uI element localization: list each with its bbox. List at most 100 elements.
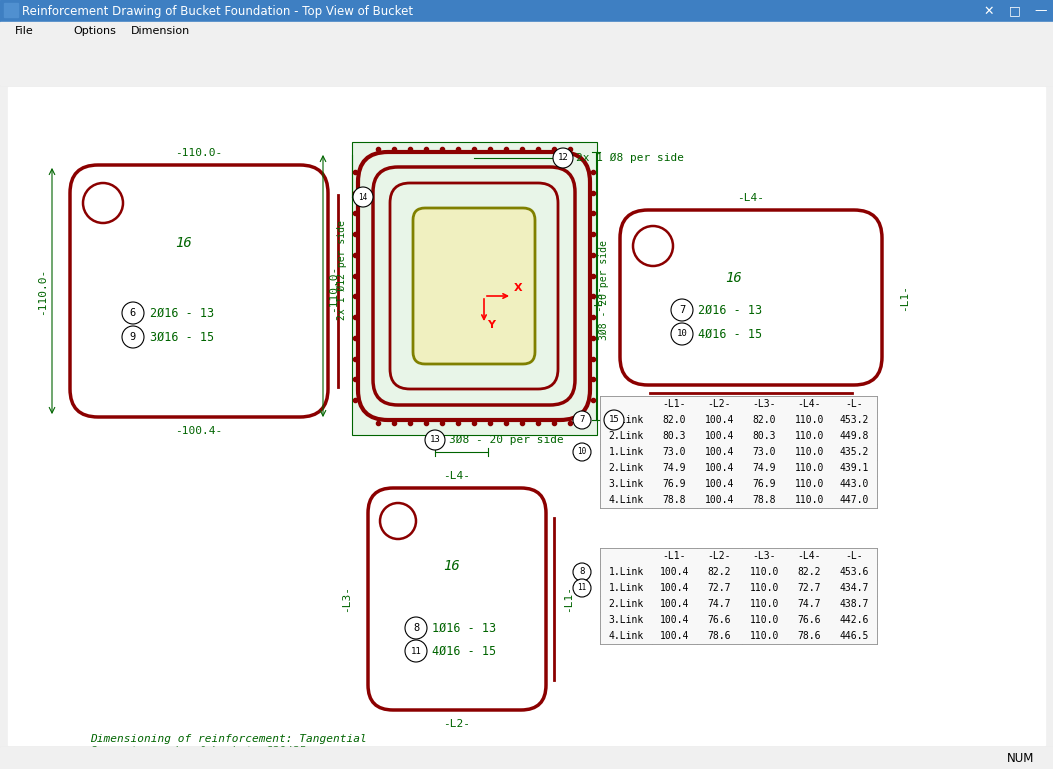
Text: 82.2: 82.2 [798, 567, 821, 577]
Text: 100.4: 100.4 [704, 431, 734, 441]
Text: 9: 9 [130, 332, 136, 342]
Text: 72.7: 72.7 [798, 583, 821, 593]
Text: ✕: ✕ [984, 5, 994, 18]
Text: 15: 15 [609, 415, 619, 424]
Text: X: X [514, 283, 522, 293]
Circle shape [425, 430, 445, 450]
Text: 110.0: 110.0 [795, 415, 824, 425]
Text: 110.0: 110.0 [750, 583, 779, 593]
Text: 11: 11 [577, 584, 587, 592]
Text: 100.4: 100.4 [660, 599, 689, 609]
Text: 2.Link: 2.Link [609, 599, 643, 609]
Text: 4Ø16 - 15: 4Ø16 - 15 [432, 644, 496, 657]
Text: 443.0: 443.0 [840, 479, 869, 489]
Bar [0, 22, 1053, 40]
Text: 4Ø16 - 15: 4Ø16 - 15 [698, 328, 762, 341]
Bar [0, 40, 1053, 85]
Bar [4, 3, 18, 17]
Text: Dimensioning of reinforcement: Tangential
Concrete grade of bucket: C20/25: Dimensioning of reinforcement: Tangentia… [90, 734, 366, 756]
Text: 110.0: 110.0 [750, 599, 779, 609]
Circle shape [405, 640, 428, 662]
Bar [600, 548, 877, 644]
Text: 78.6: 78.6 [708, 631, 731, 641]
Text: 3Ø8 - 20 per side: 3Ø8 - 20 per side [449, 435, 563, 445]
Circle shape [604, 410, 624, 430]
Text: 16: 16 [175, 236, 192, 250]
Text: 110.0: 110.0 [795, 431, 824, 441]
Text: 100.4: 100.4 [660, 583, 689, 593]
FancyBboxPatch shape [413, 208, 535, 364]
Text: 100.4: 100.4 [660, 631, 689, 641]
Text: 110.0: 110.0 [795, 495, 824, 505]
Text: 110.0: 110.0 [750, 567, 779, 577]
Text: 1.Link: 1.Link [609, 415, 643, 425]
Text: -L-: -L- [846, 399, 863, 409]
Text: 3Ø16 - 15: 3Ø16 - 15 [150, 331, 214, 344]
Text: 3.Link: 3.Link [609, 479, 643, 489]
Text: -L3-: -L3- [753, 399, 776, 409]
Text: 78.6: 78.6 [798, 631, 821, 641]
Circle shape [553, 148, 573, 168]
Text: 2x 1 Ø8 per side: 2x 1 Ø8 per side [576, 153, 684, 163]
Text: 100.4: 100.4 [704, 415, 734, 425]
Text: 439.1: 439.1 [840, 463, 869, 473]
Text: NUM: NUM [1008, 751, 1035, 764]
Text: 4.Link: 4.Link [609, 495, 643, 505]
Text: -L-: -L- [846, 551, 863, 561]
Text: 1.Link: 1.Link [609, 567, 643, 577]
Text: 82.0: 82.0 [753, 415, 776, 425]
Circle shape [671, 299, 693, 321]
Text: 76.6: 76.6 [798, 615, 821, 625]
Text: 13: 13 [430, 435, 440, 444]
Text: 74.7: 74.7 [798, 599, 821, 609]
Text: 2Ø16 - 13: 2Ø16 - 13 [150, 307, 214, 319]
Bar [0, 747, 1053, 769]
Text: 10: 10 [577, 448, 587, 457]
Text: 82.0: 82.0 [662, 415, 687, 425]
Text: 110.0: 110.0 [750, 615, 779, 625]
Text: 16: 16 [443, 559, 460, 573]
Text: 449.8: 449.8 [840, 431, 869, 441]
Text: -L1-: -L1- [662, 399, 687, 409]
Text: 74.9: 74.9 [662, 463, 687, 473]
Text: File: File [15, 26, 34, 36]
Text: -L2-: -L2- [737, 400, 764, 410]
Circle shape [122, 326, 144, 348]
Text: -L4-: -L4- [443, 471, 471, 481]
Bar [600, 396, 877, 508]
Text: Y: Y [486, 320, 495, 330]
Circle shape [573, 579, 591, 597]
Text: 2.Link: 2.Link [609, 431, 643, 441]
Text: 438.7: 438.7 [840, 599, 869, 609]
Text: -L2-: -L2- [708, 399, 731, 409]
Circle shape [353, 187, 373, 207]
Text: 442.6: 442.6 [840, 615, 869, 625]
Text: -L3-: -L3- [341, 585, 351, 612]
Bar [352, 142, 597, 435]
Text: -L1-: -L1- [563, 585, 573, 612]
Text: -110.0-: -110.0- [176, 148, 222, 158]
Text: 74.7: 74.7 [708, 599, 731, 609]
Text: 1.Link: 1.Link [609, 583, 643, 593]
Text: -L3-: -L3- [593, 284, 603, 311]
Text: 7: 7 [679, 305, 686, 315]
Text: 110.0: 110.0 [795, 479, 824, 489]
Bar [0, 0, 1053, 22]
Text: 100.4: 100.4 [704, 479, 734, 489]
Text: 73.0: 73.0 [662, 447, 687, 457]
Text: 8: 8 [579, 568, 584, 577]
Text: 100.4: 100.4 [704, 447, 734, 457]
Text: 110.0: 110.0 [795, 447, 824, 457]
Circle shape [671, 323, 693, 345]
Text: 100.4: 100.4 [660, 567, 689, 577]
Text: 74.9: 74.9 [753, 463, 776, 473]
Circle shape [573, 443, 591, 461]
Text: 78.8: 78.8 [753, 495, 776, 505]
Text: 110.0: 110.0 [795, 463, 824, 473]
Text: 1.Link: 1.Link [609, 447, 643, 457]
Text: 73.0: 73.0 [753, 447, 776, 457]
Text: Reinforcement Drawing of Bucket Foundation - Top View of Bucket: Reinforcement Drawing of Bucket Foundati… [22, 5, 413, 18]
Text: -L1-: -L1- [662, 551, 687, 561]
Text: 76.9: 76.9 [753, 479, 776, 489]
Text: 435.2: 435.2 [840, 447, 869, 457]
